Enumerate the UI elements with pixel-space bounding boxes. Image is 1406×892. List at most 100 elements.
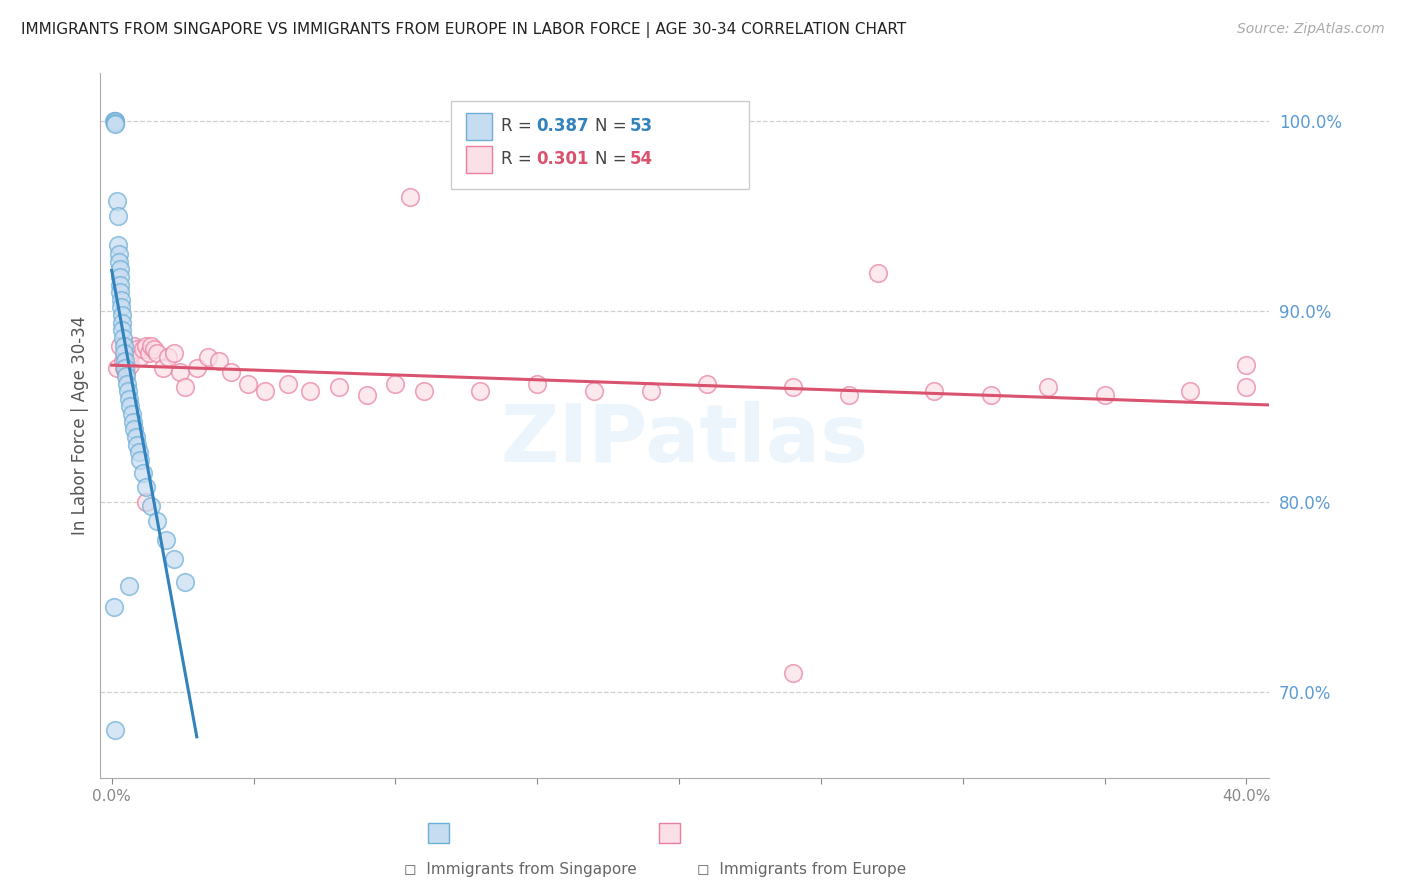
Point <box>110 301 132 315</box>
Point <box>1036 380 1059 394</box>
Point <box>135 479 157 493</box>
Point <box>117 358 139 372</box>
Point <box>356 388 378 402</box>
Point <box>104 115 127 129</box>
Point <box>146 346 169 360</box>
Point <box>398 190 420 204</box>
Point <box>696 376 718 391</box>
Text: ◻  Immigrants from Europe: ◻ Immigrants from Europe <box>697 863 905 877</box>
Point <box>115 369 138 384</box>
Point <box>470 384 492 399</box>
Point <box>124 422 146 436</box>
Point <box>108 262 131 277</box>
Point <box>127 343 149 357</box>
Point <box>108 277 131 292</box>
Point <box>103 599 125 614</box>
Point <box>782 380 804 394</box>
Point <box>112 353 135 368</box>
Point <box>163 346 186 360</box>
Text: ◻  Immigrants from Singapore: ◻ Immigrants from Singapore <box>404 863 637 877</box>
Point <box>299 384 322 399</box>
Point <box>128 445 150 459</box>
Point <box>117 376 139 391</box>
Point <box>141 338 163 352</box>
Point <box>121 407 143 421</box>
Point <box>114 361 136 376</box>
Point <box>117 384 139 399</box>
Point <box>108 338 131 352</box>
Point <box>114 353 136 368</box>
Point <box>127 437 149 451</box>
Point <box>155 533 177 547</box>
Point <box>105 361 128 376</box>
Point <box>110 293 132 307</box>
Point <box>114 361 136 376</box>
Point <box>1178 384 1201 399</box>
Point <box>146 514 169 528</box>
Text: 54: 54 <box>630 150 652 168</box>
Point <box>582 384 605 399</box>
FancyBboxPatch shape <box>659 823 681 843</box>
Point <box>103 113 125 128</box>
Point <box>115 365 138 379</box>
Point <box>107 247 129 261</box>
Point <box>120 358 142 372</box>
Y-axis label: In Labor Force | Age 30-34: In Labor Force | Age 30-34 <box>72 316 89 535</box>
Point <box>640 384 662 399</box>
Point <box>135 338 157 352</box>
Point <box>103 113 125 128</box>
FancyBboxPatch shape <box>467 113 492 140</box>
Point <box>112 331 135 345</box>
Point <box>103 723 125 738</box>
Point <box>107 237 129 252</box>
Point <box>108 254 131 268</box>
Point <box>838 388 860 402</box>
Text: 0.387: 0.387 <box>536 117 589 135</box>
Point <box>782 666 804 681</box>
Point <box>112 338 135 352</box>
Point <box>111 308 134 322</box>
Point <box>132 466 155 480</box>
Point <box>1234 380 1257 394</box>
Point <box>526 376 548 391</box>
Point <box>108 285 131 300</box>
Text: IMMIGRANTS FROM SINGAPORE VS IMMIGRANTS FROM EUROPE IN LABOR FORCE | AGE 30-34 C: IMMIGRANTS FROM SINGAPORE VS IMMIGRANTS … <box>21 22 907 38</box>
Text: 53: 53 <box>630 117 652 135</box>
Point <box>219 365 242 379</box>
Point <box>118 392 141 406</box>
Point <box>143 343 166 357</box>
Point <box>135 495 157 509</box>
Point <box>112 346 135 360</box>
Point <box>208 353 231 368</box>
Point <box>412 384 434 399</box>
Point <box>138 346 160 360</box>
Text: N =: N = <box>595 117 631 135</box>
Point <box>186 361 208 376</box>
Point <box>129 350 152 364</box>
Point <box>1234 358 1257 372</box>
Point <box>174 380 197 394</box>
Point <box>129 453 152 467</box>
Point <box>328 380 350 394</box>
Point <box>141 499 163 513</box>
Point <box>174 574 197 589</box>
FancyBboxPatch shape <box>451 101 749 189</box>
Point <box>157 350 180 364</box>
Point <box>107 209 129 223</box>
Point <box>253 384 276 399</box>
Point <box>103 113 125 128</box>
Point <box>277 376 299 391</box>
Point <box>104 118 127 132</box>
Point <box>924 384 946 399</box>
Text: R =: R = <box>501 150 537 168</box>
Point <box>118 350 141 364</box>
Point <box>108 269 131 284</box>
Point <box>197 350 219 364</box>
Point <box>111 316 134 330</box>
FancyBboxPatch shape <box>467 146 492 173</box>
Text: 0.301: 0.301 <box>536 150 589 168</box>
Point <box>152 361 174 376</box>
Point <box>111 323 134 337</box>
Point <box>384 376 406 391</box>
Point <box>1094 388 1116 402</box>
